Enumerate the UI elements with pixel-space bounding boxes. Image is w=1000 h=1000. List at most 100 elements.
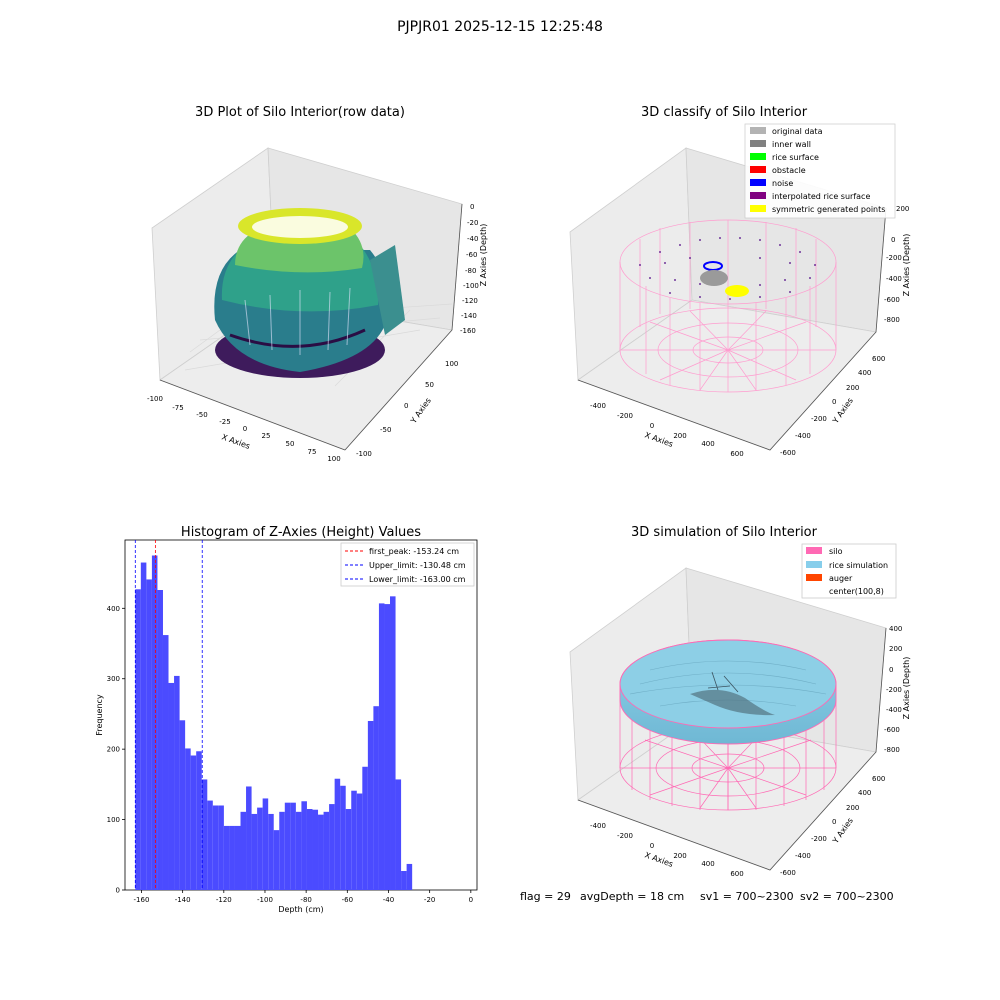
histogram-title: Histogram of Z-Axies (Height) Values — [181, 525, 421, 540]
histogram-bar — [329, 804, 335, 890]
raw-x-label: X Axies — [220, 432, 251, 451]
status-sv1: sv1 = 700~2300 — [700, 890, 794, 903]
svg-text:-400: -400 — [590, 822, 606, 830]
histogram-y-label: Frequency — [95, 694, 104, 736]
histogram-bar — [334, 778, 341, 890]
histogram-bar — [340, 785, 346, 890]
legend-label: auger — [829, 574, 853, 583]
histogram-bar — [312, 809, 319, 890]
legend-label: interpolated rice surface — [772, 192, 870, 201]
svg-text:-20: -20 — [467, 219, 478, 227]
legend-label: original data — [772, 127, 823, 136]
legend-swatch — [806, 574, 822, 581]
classify-legend: original data inner wall rice surface ob… — [744, 123, 896, 219]
histogram-bar — [378, 603, 385, 890]
legend-label: obstacle — [772, 166, 806, 175]
histogram-bar — [151, 555, 158, 890]
svg-text:-160: -160 — [460, 327, 476, 335]
svg-text:-400: -400 — [886, 275, 902, 283]
svg-text:0: 0 — [832, 818, 836, 826]
status-avg-depth: avgDepth = 18 cm — [580, 890, 684, 903]
svg-text:600: 600 — [872, 355, 885, 363]
simulation-z-ticks: 400 200 0 -200 -400 -600 -800 — [884, 625, 902, 754]
svg-text:0: 0 — [832, 398, 836, 406]
histogram-bar — [262, 798, 269, 890]
svg-text:100: 100 — [327, 455, 340, 463]
histogram-y-tick-label: 400 — [107, 605, 120, 613]
svg-text:-40: -40 — [467, 235, 478, 243]
classify-legend-interpolated: interpolated rice surface — [750, 192, 870, 201]
svg-text:-100: -100 — [147, 395, 163, 403]
raw-panel-title: 3D Plot of Silo Interior(row data) — [195, 105, 405, 120]
histogram-x-tick-label: -140 — [175, 896, 191, 904]
svg-text:-600: -600 — [884, 296, 900, 304]
svg-text:600: 600 — [872, 775, 885, 783]
svg-text:-200: -200 — [811, 835, 827, 843]
histogram-x-tick-label: -160 — [134, 896, 150, 904]
histogram-y-tick-label: 100 — [107, 816, 120, 824]
legend-label: center(100,8) — [829, 587, 884, 596]
histogram-bar — [390, 596, 396, 890]
svg-text:50: 50 — [425, 381, 434, 389]
svg-text:200: 200 — [889, 645, 902, 653]
histogram-bar — [279, 811, 285, 890]
classify-interpolated-surface — [639, 237, 816, 300]
simulation-x-ticks: -400 -200 0 200 400 600 — [590, 822, 744, 878]
legend-label: noise — [772, 179, 793, 188]
histogram-bar — [306, 809, 313, 890]
svg-text:50: 50 — [286, 440, 295, 448]
histogram-bar — [373, 706, 379, 890]
histogram-bar — [251, 813, 258, 890]
svg-text:0: 0 — [243, 425, 247, 433]
svg-text:-200: -200 — [617, 832, 633, 840]
classify-silo-wireframe — [619, 219, 837, 393]
svg-text:-400: -400 — [590, 402, 606, 410]
classify-panel-title: 3D classify of Silo Interior — [641, 105, 808, 120]
histogram-bar — [234, 825, 241, 890]
simulation-panel: 3D simulation of Silo Interior — [569, 525, 911, 878]
histogram-bar — [351, 790, 357, 890]
histogram-bars — [135, 555, 413, 890]
svg-text:400: 400 — [858, 369, 871, 377]
histogram-bar — [323, 811, 330, 890]
histogram-bar — [384, 604, 391, 890]
histogram-x-tick-label: -100 — [257, 896, 273, 904]
legend-swatch — [806, 561, 822, 568]
histogram-bar — [268, 813, 274, 890]
histogram-bar — [207, 800, 213, 890]
legend-label-first-peak: first_peak: -153.24 cm — [369, 547, 459, 556]
histogram-y-tick-label: 0 — [116, 887, 120, 895]
svg-text:0: 0 — [889, 666, 893, 674]
histogram-x-tick-label: -60 — [342, 896, 353, 904]
classify-y-ticks: -600 -400 -200 0 200 400 600 — [780, 355, 885, 457]
histogram-x-tick-label: 0 — [469, 896, 473, 904]
svg-text:200: 200 — [673, 432, 686, 440]
histogram-y-ticks: 0 100 200 300 400 — [107, 605, 125, 895]
raw-point-cloud — [214, 208, 405, 378]
svg-text:-120: -120 — [462, 297, 478, 305]
raw-y-label: Y Axies — [408, 396, 433, 426]
legend-swatch — [750, 166, 766, 173]
histogram-x-tick-label: -20 — [424, 896, 435, 904]
histogram-vlines — [134, 540, 203, 890]
histogram-bar — [395, 779, 402, 890]
classify-legend-symmetric: symmetric generated points — [750, 205, 885, 214]
svg-text:-400: -400 — [795, 852, 811, 860]
histogram-bar — [367, 720, 374, 890]
simulation-rice-surface — [619, 639, 837, 745]
svg-text:400: 400 — [889, 625, 902, 633]
legend-swatch — [750, 153, 766, 160]
histogram-x-tick-label: -80 — [300, 896, 311, 904]
histogram-bar — [240, 811, 247, 890]
svg-text:-200: -200 — [811, 415, 827, 423]
svg-text:0: 0 — [470, 203, 474, 211]
legend-label: inner wall — [772, 140, 811, 149]
histogram-bar — [174, 675, 180, 890]
svg-text:200: 200 — [846, 804, 859, 812]
legend-label-lower: Lower_limit: -163.00 cm — [369, 575, 466, 584]
svg-text:400: 400 — [701, 440, 714, 448]
svg-text:600: 600 — [730, 450, 743, 458]
histogram-bar — [146, 579, 152, 890]
svg-text:-400: -400 — [886, 706, 902, 714]
svg-text:400: 400 — [701, 860, 714, 868]
